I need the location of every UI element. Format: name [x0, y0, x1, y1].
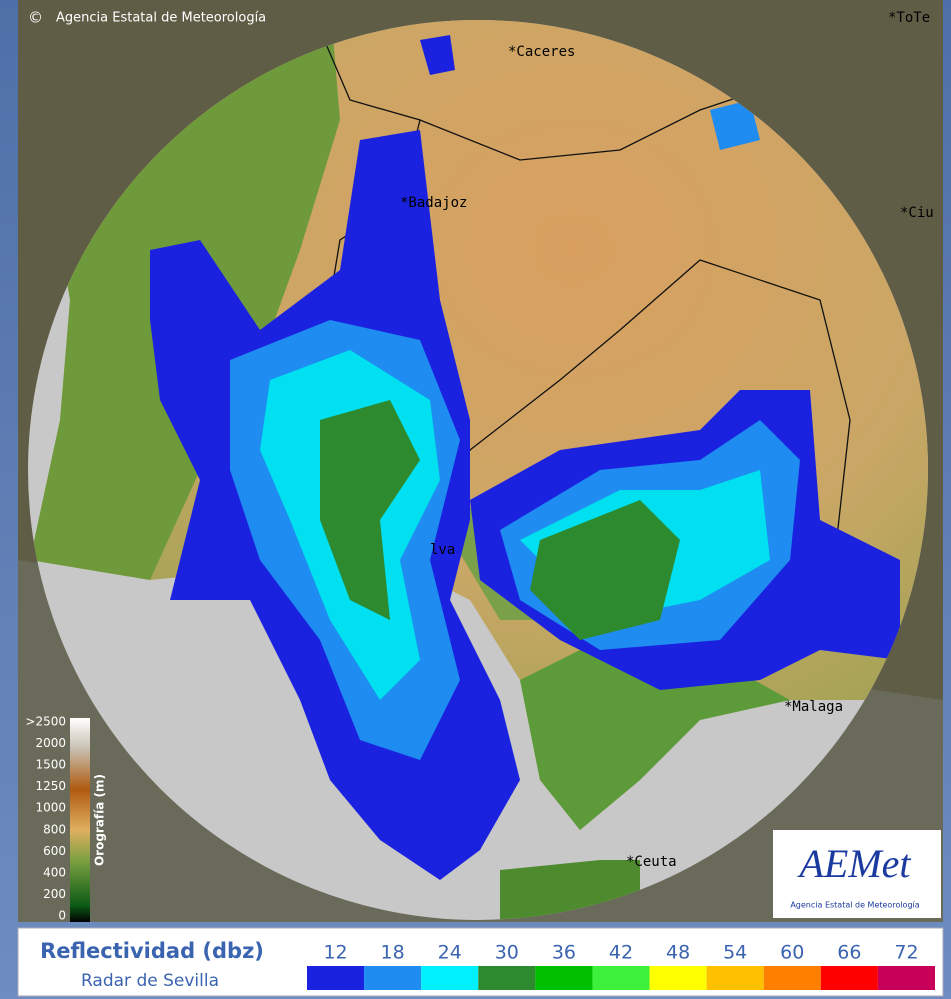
legend-level: 42 [609, 942, 633, 964]
orography-label: 1250 [35, 779, 66, 793]
legend-level: 12 [323, 942, 347, 964]
place-label: *Malaga [784, 699, 843, 715]
legend-swatch [706, 966, 764, 990]
orography-label: >2500 [25, 715, 66, 729]
legend-scale: 12 18 24 30 36 42 48 54 60 66 72 [307, 942, 935, 990]
legend-swatch [364, 966, 422, 990]
place-label: *Ciu [900, 205, 934, 221]
legend-level: 60 [780, 942, 804, 964]
logo-box [773, 830, 941, 918]
legend-swatch [763, 966, 821, 990]
legend-swatch [535, 966, 593, 990]
legend-level: 24 [438, 942, 462, 964]
legend-level: 30 [495, 942, 519, 964]
map: © Agencia Estatal de Meteorología *Cacer… [18, 0, 943, 922]
orography-label: 2000 [35, 736, 66, 750]
legend-swatch [421, 966, 479, 990]
border [469, 259, 851, 601]
legend-swatch [307, 966, 365, 990]
copyright-symbol: © [28, 9, 43, 27]
orography-label: 1500 [35, 758, 66, 772]
legend-level: 36 [552, 942, 576, 964]
orography-label: 200 [43, 887, 66, 901]
orography-label: 1000 [35, 801, 66, 815]
legend-swatch [649, 966, 707, 990]
orography-title: Orografía (m) [93, 774, 107, 866]
legend-swatch [820, 966, 878, 990]
legend-level: 18 [381, 942, 405, 964]
legend-level: 48 [666, 942, 690, 964]
logo-name: AEMet [796, 841, 911, 886]
places: *Caceres *Badajoz *ToTe *Ciu lva *Malaga *Ceut… [400, 10, 934, 870]
place-label: *Ceuta [626, 854, 677, 870]
orography-label: 600 [43, 844, 66, 858]
legend-level: 66 [837, 942, 861, 964]
orography-scale [70, 718, 90, 922]
legend-title: Reflectividad (dbz) [40, 939, 264, 963]
radar-echoes [150, 35, 900, 880]
orography-label: 800 [43, 822, 66, 836]
legend-swatch [478, 966, 536, 990]
place-label: *Badajoz [400, 195, 467, 211]
legend-swatch [877, 966, 935, 990]
place-label: *Caceres [508, 44, 575, 60]
agency-credit: Agencia Estatal de Meteorología [56, 11, 266, 26]
place-label: lva [430, 542, 455, 558]
logo-subtitle: Agencia Estatal de Meteorología [790, 901, 919, 910]
orography-label: 400 [43, 865, 66, 879]
legend-swatch [592, 966, 650, 990]
legend-subtitle: Radar de Sevilla [81, 971, 219, 991]
legend-level: 54 [723, 942, 747, 964]
place-label: *ToTe [888, 10, 930, 26]
orography-label: 0 [58, 909, 66, 923]
coast-range [520, 640, 790, 830]
legend-level: 72 [894, 942, 918, 964]
